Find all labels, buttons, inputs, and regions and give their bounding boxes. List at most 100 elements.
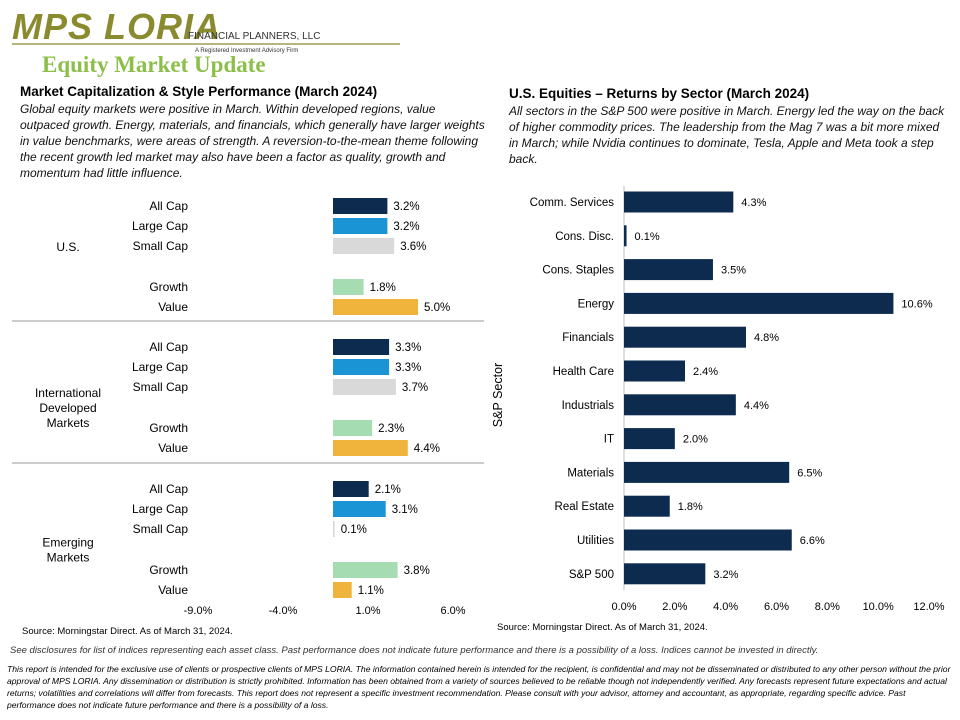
bar-value-label: 5.0% (424, 302, 450, 314)
bar-value-label: 2.0% (683, 434, 708, 446)
bar-value-label: 4.4% (744, 400, 769, 412)
sector-bar (624, 529, 792, 551)
disclosure-note: See disclosures for list of indices repr… (10, 645, 819, 656)
bar-value-label: 2.3% (378, 423, 404, 435)
x-tick-label: 12.0% (913, 601, 944, 613)
sector-label: Cons. Staples (542, 265, 614, 277)
group-label: Markets (47, 551, 90, 565)
category-label: Growth (149, 563, 188, 577)
category-label: Growth (149, 280, 188, 294)
category-label: Value (158, 441, 188, 455)
sector-label: Industrials (562, 400, 615, 412)
sector-bar (624, 563, 706, 585)
x-tick-label: 6.0% (764, 601, 789, 613)
bar-value-label: 0.1% (635, 231, 660, 243)
x-tick-label: 4.0% (713, 601, 738, 613)
style-bar (333, 339, 390, 355)
category-label: Small Cap (133, 522, 189, 536)
category-label: All Cap (149, 482, 188, 496)
style-bar (333, 299, 418, 315)
bar-value-label: 6.5% (797, 467, 822, 479)
y-axis-title: S&P Sector (491, 363, 505, 427)
bar-value-label: 3.2% (393, 201, 419, 213)
style-bar (333, 521, 335, 537)
group-label: Markets (47, 416, 90, 430)
sector-label: Comm. Services (530, 197, 615, 209)
sector-label: Energy (578, 298, 615, 310)
bar-value-label: 4.3% (741, 197, 766, 209)
category-label: Small Cap (133, 239, 189, 253)
sector-section-title: U.S. Equities – Returns by Sector (March… (509, 86, 810, 101)
sector-label: Financials (562, 332, 614, 344)
sector-label: S&P 500 (569, 569, 614, 581)
style-bar (333, 218, 388, 234)
category-label: All Cap (149, 340, 188, 354)
bar-value-label: 4.4% (414, 443, 440, 455)
x-tick-label: 6.0% (440, 605, 465, 617)
x-tick-label: -4.0% (269, 605, 298, 617)
x-tick-label: 2.0% (662, 601, 687, 613)
category-label: Value (158, 300, 188, 314)
sector-returns-chart: Comm. Services 4.3% Cons. Disc. 0.1% Cons. S… (491, 186, 945, 613)
sector-label: Real Estate (555, 501, 614, 513)
bar-value-label: 1.8% (370, 282, 396, 294)
sector-bar (624, 428, 675, 450)
style-performance-chart: U.S. All Cap 3.2% Large Cap 3.2% Small Cap 3.6… (12, 198, 484, 617)
right-chart-source: Source: Morningstar Direct. As of March … (497, 622, 708, 633)
category-label: Large Cap (132, 360, 188, 374)
category-label: Growth (149, 421, 188, 435)
bar-value-label: 10.6% (901, 298, 932, 310)
bar-value-label: 3.2% (713, 569, 738, 581)
sector-bar (624, 191, 734, 213)
left-chart-source: Source: Morningstar Direct. As of March … (22, 626, 233, 637)
bar-value-label: 3.2% (393, 221, 419, 233)
sector-label: Health Care (553, 366, 614, 378)
style-bar (333, 379, 396, 395)
bar-value-label: 3.1% (392, 504, 418, 516)
sector-label: Utilities (577, 535, 614, 547)
bar-value-label: 2.4% (693, 366, 718, 378)
sector-bar (624, 495, 670, 517)
category-label: Large Cap (132, 502, 188, 516)
logo-tagline: A Registered Investment Advisory Firm (195, 48, 298, 54)
bar-value-label: 3.3% (395, 342, 421, 354)
style-bar (333, 238, 395, 254)
style-bar (333, 279, 364, 295)
x-tick-label: 10.0% (863, 601, 894, 613)
category-label: All Cap (149, 199, 188, 213)
sector-bar (624, 360, 685, 382)
bar-value-label: 3.5% (721, 265, 746, 277)
sector-label: Cons. Disc. (555, 231, 614, 243)
style-bar (333, 501, 386, 517)
bar-value-label: 3.6% (400, 241, 426, 253)
bar-value-label: 2.1% (375, 484, 401, 496)
group-label: International (35, 386, 101, 400)
bar-value-label: 3.8% (404, 565, 430, 577)
category-label: Value (158, 583, 188, 597)
category-label: Small Cap (133, 380, 189, 394)
x-tick-label: -9.0% (184, 605, 213, 617)
bar-value-label: 6.6% (800, 535, 825, 547)
style-bar (333, 582, 352, 598)
sector-label: IT (604, 434, 614, 446)
market-cap-section-title: Market Capitalization & Style Performanc… (20, 84, 378, 99)
market-cap-section-body: Global equity markets were positive in M… (20, 102, 485, 180)
bar-value-label: 1.8% (678, 501, 703, 513)
style-bar (333, 440, 408, 456)
sector-bar (624, 225, 627, 247)
sector-bar (624, 461, 790, 483)
logo-wordmark: MPS LORIA (12, 6, 221, 47)
sector-bar (624, 394, 736, 416)
sector-section-body: All sectors in the S&P 500 were positive… (509, 104, 945, 166)
style-bar (333, 420, 373, 436)
x-tick-label: 8.0% (815, 601, 840, 613)
style-bar (333, 198, 388, 214)
sector-bar (624, 326, 746, 348)
bar-value-label: 4.8% (754, 332, 779, 344)
x-tick-label: 1.0% (355, 605, 380, 617)
sector-label: Materials (567, 467, 614, 479)
category-label: Large Cap (132, 219, 188, 233)
style-bar (333, 562, 398, 578)
style-bar (333, 481, 369, 497)
x-tick-label: 0.0% (611, 601, 636, 613)
